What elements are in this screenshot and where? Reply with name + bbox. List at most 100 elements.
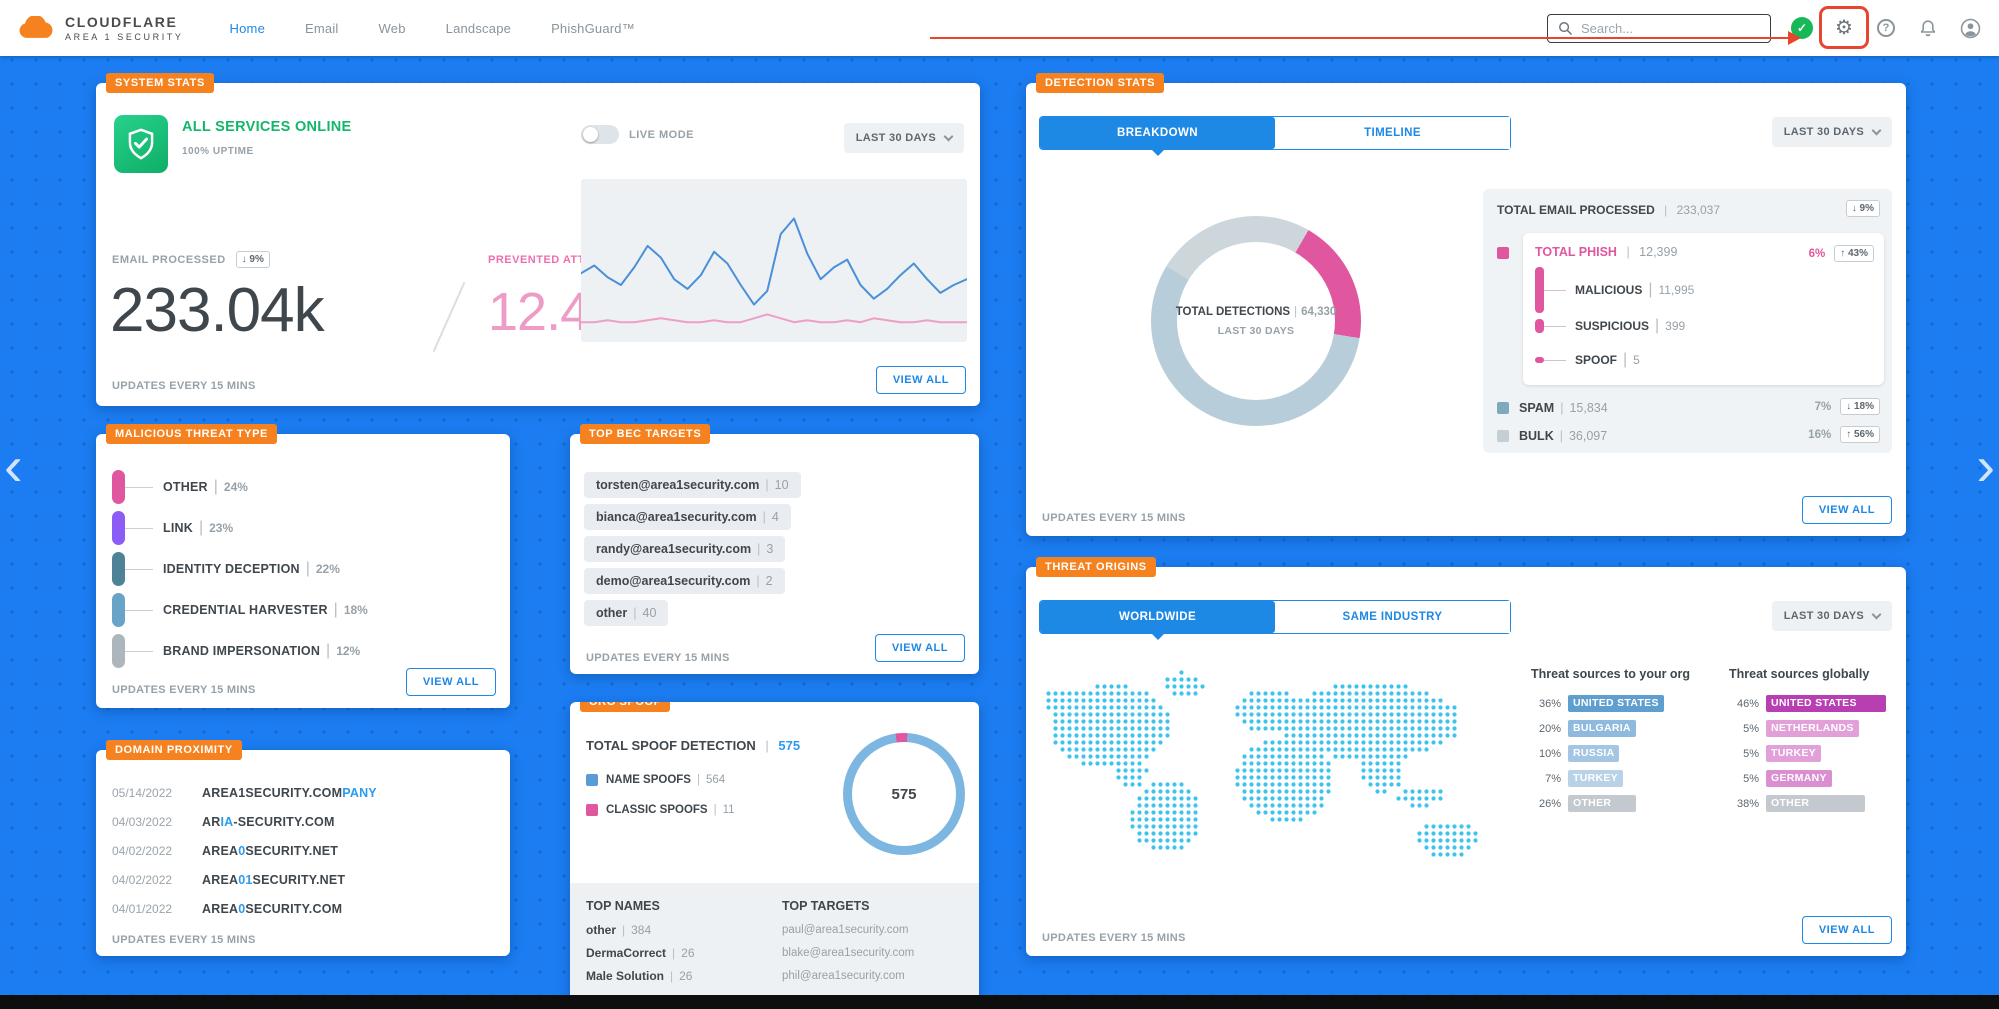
email-trend-chart bbox=[580, 179, 968, 342]
country-bar: OTHER bbox=[1766, 795, 1865, 812]
leader-line bbox=[1544, 359, 1566, 361]
nav-item-email[interactable]: Email bbox=[305, 20, 339, 36]
total-phish-stats: 6% ↑ 43% bbox=[1809, 245, 1874, 262]
brand-logo[interactable]: CLOUDFLARE AREA 1 SECURITY bbox=[18, 14, 184, 42]
spoof-title: TOTAL SPOOF DETECTION | 575 bbox=[586, 738, 801, 753]
nav-item-web[interactable]: Web bbox=[378, 20, 406, 36]
domain-name: AREA1SECURITY.COMPANY bbox=[202, 786, 377, 800]
notifications-bell-icon[interactable] bbox=[1917, 17, 1939, 39]
live-mode-toggle[interactable] bbox=[581, 125, 619, 144]
threat-origins-view-all-button[interactable]: VIEW ALL bbox=[1801, 916, 1892, 944]
threat-source-row: 5% GERMANY bbox=[1729, 770, 1909, 787]
security-check-icon[interactable]: ✓ bbox=[1791, 17, 1813, 39]
threat-type-row: BRAND IMPERSONATION | 12% bbox=[112, 634, 360, 668]
tab-timeline[interactable]: TIMELINE bbox=[1275, 117, 1510, 149]
top-names-title: TOP NAMES bbox=[586, 899, 660, 913]
domain-row: 04/02/2022 AREA0SECURITY.NET bbox=[112, 840, 338, 862]
domain-proximity-card: DOMAIN PROXIMITY 05/14/2022 AREA1SECURIT… bbox=[96, 740, 510, 956]
threat-source-row: 7% TURKEY bbox=[1531, 770, 1727, 787]
range-label: LAST 30 DAYS bbox=[855, 132, 936, 144]
carousel-prev-button[interactable]: ‹ bbox=[4, 434, 23, 497]
top-targets-title: TOP TARGETS bbox=[782, 899, 870, 913]
domain-name: AREA0SECURITY.NET bbox=[202, 844, 339, 858]
tab-same-industry[interactable]: SAME INDUSTRY bbox=[1275, 601, 1510, 633]
user-account-icon[interactable] bbox=[1959, 17, 1981, 39]
malicious-threat-view-all-button[interactable]: VIEW ALL bbox=[405, 668, 496, 696]
threat-type-row: IDENTITY DECEPTION | 22% bbox=[112, 552, 340, 586]
domain-row: 05/14/2022 AREA1SECURITY.COMPANY bbox=[112, 782, 377, 804]
range-label: LAST 30 DAYS bbox=[1783, 610, 1864, 622]
total-email-row: TOTAL EMAIL PROCESSED | 233,037 bbox=[1497, 203, 1721, 217]
spoof-donut bbox=[843, 733, 965, 855]
bec-target-row: bianca@area1security.com | 4 bbox=[584, 504, 791, 530]
domain-date: 04/02/2022 bbox=[112, 844, 173, 858]
threat-type-label: BRAND IMPERSONATION bbox=[163, 644, 321, 658]
legend-classic-spoofs: CLASSIC SPOOFS | 11 bbox=[586, 804, 735, 816]
country-bar: UNITED STATES bbox=[1568, 695, 1664, 712]
email-processed-label: EMAIL PROCESSED bbox=[112, 253, 226, 266]
top-name-row: DermaCorrect | 26 bbox=[586, 946, 695, 960]
country-bar: BULGARIA bbox=[1568, 720, 1636, 737]
topbar-right-cluster: ✓ ⚙ ? bbox=[1547, 6, 1981, 49]
nav-item-phishguard[interactable]: PhishGuard™ bbox=[551, 20, 635, 36]
search-box[interactable] bbox=[1547, 13, 1771, 43]
domain-date: 04/01/2022 bbox=[112, 902, 173, 916]
bec-target-count: 2 bbox=[765, 574, 773, 588]
threat-source-row: 46% UNITED STATES bbox=[1729, 695, 1909, 712]
tab-worldwide[interactable]: WORLDWIDE bbox=[1040, 601, 1275, 640]
top-target-row: phil@area1security.com bbox=[782, 970, 905, 982]
domain-date: 05/14/2022 bbox=[112, 786, 173, 800]
help-icon[interactable]: ? bbox=[1875, 17, 1897, 39]
leader-line bbox=[125, 486, 153, 488]
top-bec-view-all-button[interactable]: VIEW ALL bbox=[874, 634, 965, 662]
settings-gear-icon[interactable]: ⚙ bbox=[1819, 6, 1869, 49]
bulk-stats: 16% ↑ 56% bbox=[1808, 426, 1880, 443]
country-bar: TURKEY bbox=[1568, 770, 1623, 787]
malicious-threat-card: MALICIOUS THREAT TYPE OTHER | 24% LINK |… bbox=[96, 424, 510, 708]
spoof-detail-panel: TOP NAMES other | 384 DermaCorrect | 26 Male… bbox=[570, 883, 979, 1009]
leader-line bbox=[1544, 325, 1566, 327]
system-stats-view-all-button[interactable]: VIEW ALL bbox=[875, 366, 966, 394]
threat-type-label: IDENTITY DECEPTION bbox=[163, 562, 300, 576]
leader-line bbox=[125, 568, 153, 570]
threat-origins-range-select[interactable]: LAST 30 DAYS bbox=[1771, 601, 1892, 631]
system-stats-card: SYSTEM STATS ALL SERVICES ONLINE 100% UP… bbox=[96, 73, 980, 406]
bec-target-email: randy@area1security.com bbox=[596, 542, 752, 556]
threat-source-row: 5% TURKEY bbox=[1729, 745, 1909, 762]
system-stats-range-select[interactable]: LAST 30 DAYS bbox=[843, 123, 964, 153]
bec-target-count: 3 bbox=[766, 542, 774, 556]
bec-target-email: other bbox=[596, 606, 628, 620]
org-spoof-card: ORG SPOOF TOTAL SPOOF DETECTION | 575 NA… bbox=[570, 702, 979, 1009]
domain-name: ARIA-SECURITY.COM bbox=[202, 815, 335, 829]
tab-breakdown[interactable]: BREAKDOWN bbox=[1040, 117, 1275, 156]
nav-item-home[interactable]: Home bbox=[229, 20, 266, 36]
legend-swatch bbox=[586, 804, 598, 816]
email-processed-header: EMAIL PROCESSED ↓ 9% bbox=[112, 251, 270, 268]
brand-line1: CLOUDFLARE bbox=[65, 14, 178, 30]
domain-name: AREA0SECURITY.COM bbox=[202, 902, 343, 916]
search-input[interactable] bbox=[1581, 20, 1751, 36]
threat-origins-tabs: WORLDWIDE SAME INDUSTRY bbox=[1039, 600, 1511, 640]
threat-source-row: 26% OTHER bbox=[1531, 795, 1727, 812]
uptime-label: 100% UPTIME bbox=[182, 146, 254, 157]
detection-stats-badge: DETECTION STATS bbox=[1036, 73, 1165, 93]
spam-pct: 7% bbox=[1814, 400, 1832, 413]
nav-item-landscape[interactable]: Landscape bbox=[445, 20, 512, 36]
threat-type-pct: 22% bbox=[315, 562, 340, 576]
threat-type-label: LINK bbox=[163, 521, 193, 535]
legend-name-spoofs: NAME SPOOFS | 564 bbox=[586, 774, 725, 786]
bulk-legend-swatch bbox=[1497, 430, 1509, 442]
malicious-threat-badge: MALICIOUS THREAT TYPE bbox=[106, 424, 277, 444]
detection-range-select[interactable]: LAST 30 DAYS bbox=[1771, 117, 1892, 147]
spam-row: SPAM | 15,834 bbox=[1497, 401, 1608, 415]
top-name-row: Male Solution | 26 bbox=[586, 969, 693, 983]
bec-target-email: demo@area1security.com bbox=[596, 574, 751, 588]
updates-note: UPDATES EVERY 15 MINS bbox=[1042, 512, 1186, 524]
threat-source-row: 20% BULGARIA bbox=[1531, 720, 1727, 737]
bec-target-email: bianca@area1security.com bbox=[596, 510, 757, 524]
services-status-text: ALL SERVICES ONLINE bbox=[182, 119, 352, 135]
carousel-next-button[interactable]: › bbox=[1976, 434, 1995, 497]
global-column-title: Threat sources globally bbox=[1729, 667, 1870, 681]
spoof-total: 575 bbox=[778, 738, 801, 753]
detection-view-all-button[interactable]: VIEW ALL bbox=[1801, 496, 1892, 524]
